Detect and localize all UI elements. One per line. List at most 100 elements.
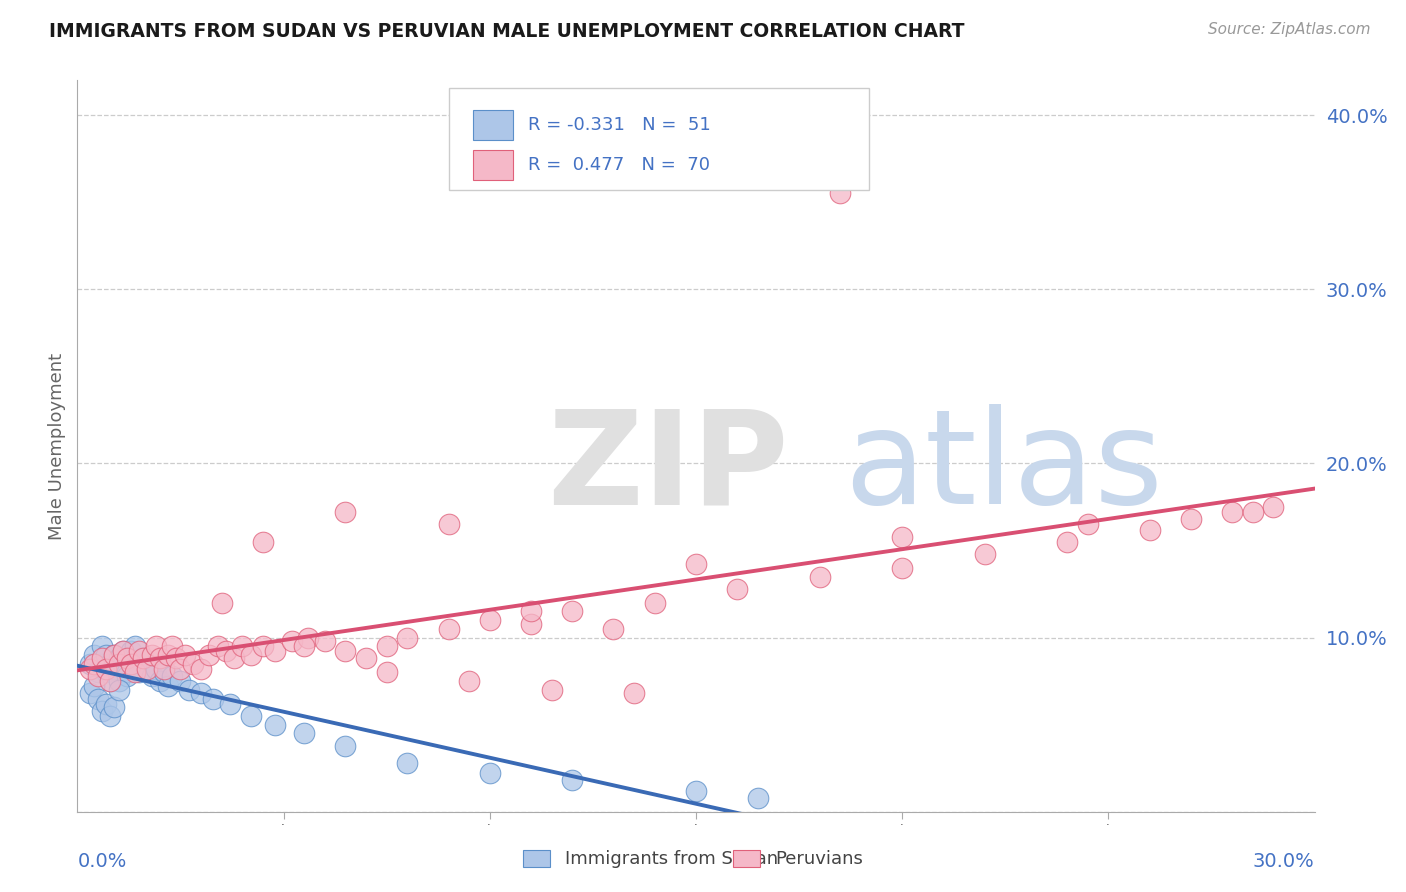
Point <box>190 662 212 676</box>
Point <box>437 517 460 532</box>
Point <box>157 679 180 693</box>
Point <box>281 634 304 648</box>
Point <box>120 644 142 658</box>
Point <box>520 616 543 631</box>
Text: R = -0.331   N =  51: R = -0.331 N = 51 <box>527 116 710 134</box>
Point <box>103 662 125 676</box>
Bar <box>474 150 513 180</box>
Point <box>107 682 129 697</box>
Point <box>107 651 129 665</box>
FancyBboxPatch shape <box>449 87 869 190</box>
Point <box>437 622 460 636</box>
Text: R =  0.477   N =  70: R = 0.477 N = 70 <box>527 156 710 174</box>
Text: atlas: atlas <box>845 404 1163 532</box>
Point <box>808 569 831 583</box>
Point <box>87 665 110 680</box>
Point <box>149 674 172 689</box>
Point <box>103 648 125 662</box>
Point <box>335 644 357 658</box>
Text: IMMIGRANTS FROM SUDAN VS PERUVIAN MALE UNEMPLOYMENT CORRELATION CHART: IMMIGRANTS FROM SUDAN VS PERUVIAN MALE U… <box>49 22 965 41</box>
Point <box>169 662 191 676</box>
Point <box>375 665 398 680</box>
Point <box>145 662 167 676</box>
Point <box>644 596 666 610</box>
Point <box>177 682 200 697</box>
Point <box>561 773 583 788</box>
Point <box>181 657 204 671</box>
Point <box>87 669 110 683</box>
Point <box>1180 512 1202 526</box>
Text: 30.0%: 30.0% <box>1253 852 1315 871</box>
Point <box>211 596 233 610</box>
Point <box>396 631 419 645</box>
Point <box>1263 500 1285 514</box>
Point <box>891 530 914 544</box>
Point <box>173 648 195 662</box>
Point <box>83 648 105 662</box>
Point <box>540 682 562 697</box>
Point <box>292 640 315 654</box>
Point <box>375 640 398 654</box>
Point <box>132 651 155 665</box>
Point <box>87 691 110 706</box>
Point <box>561 604 583 618</box>
Text: ZIP: ZIP <box>547 404 789 532</box>
Point <box>91 704 114 718</box>
Point <box>128 665 150 680</box>
Point <box>354 651 377 665</box>
Point <box>157 648 180 662</box>
Point <box>169 674 191 689</box>
Point <box>115 669 138 683</box>
Point <box>107 657 129 671</box>
Point <box>335 739 357 753</box>
Point <box>115 665 138 680</box>
Point <box>160 669 183 683</box>
Point <box>207 640 229 654</box>
Point <box>830 186 852 201</box>
Point <box>136 662 159 676</box>
Text: 0.0%: 0.0% <box>77 852 127 871</box>
Point <box>252 640 274 654</box>
Point <box>79 686 101 700</box>
Point <box>128 644 150 658</box>
Point <box>1241 505 1264 519</box>
Point <box>1056 534 1078 549</box>
Point <box>111 644 134 658</box>
Point <box>96 662 118 676</box>
Point <box>103 648 125 662</box>
Point <box>292 726 315 740</box>
Point <box>239 709 262 723</box>
Point <box>725 582 748 596</box>
Point <box>96 648 118 662</box>
Point <box>458 674 481 689</box>
Point <box>396 756 419 770</box>
Point <box>1077 517 1099 532</box>
Point <box>973 547 995 561</box>
Bar <box>733 850 761 867</box>
Point <box>91 640 114 654</box>
Y-axis label: Male Unemployment: Male Unemployment <box>48 352 66 540</box>
Point <box>124 665 146 680</box>
Point <box>747 790 769 805</box>
Point <box>98 674 121 689</box>
Point <box>111 644 134 658</box>
Point <box>160 640 183 654</box>
Point <box>153 665 176 680</box>
Point <box>685 558 707 572</box>
Point <box>107 674 129 689</box>
Point <box>96 697 118 711</box>
Point <box>103 700 125 714</box>
Point <box>83 657 105 671</box>
Point <box>314 634 336 648</box>
Point <box>231 640 253 654</box>
Point <box>145 640 167 654</box>
Point <box>1139 523 1161 537</box>
Point <box>1220 505 1243 519</box>
Point <box>124 640 146 654</box>
Bar <box>474 110 513 140</box>
Point <box>98 657 121 671</box>
Point <box>685 784 707 798</box>
Point <box>115 651 138 665</box>
Point <box>202 691 225 706</box>
Bar <box>523 850 550 867</box>
